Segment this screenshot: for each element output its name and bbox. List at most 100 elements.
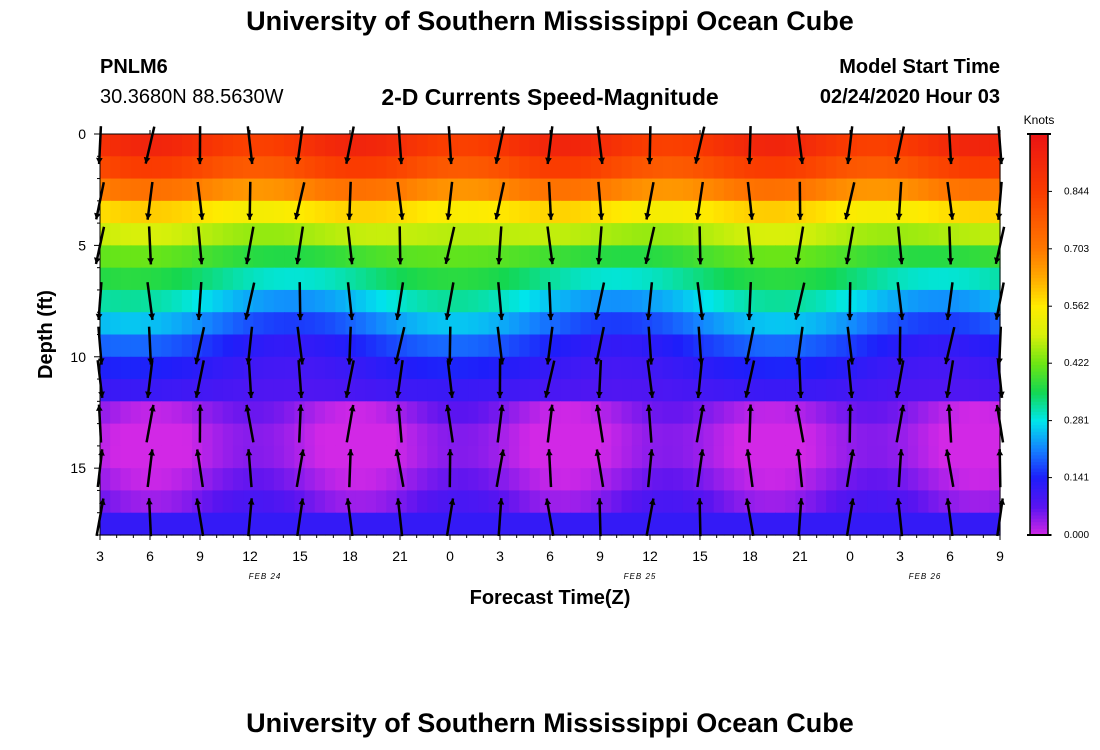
heatmap-cell xyxy=(795,445,807,469)
heatmap-cell xyxy=(386,312,398,336)
heatmap-cell xyxy=(386,512,398,536)
heatmap-cell xyxy=(918,379,930,402)
heatmap-cell xyxy=(509,356,520,380)
heatmap-cell xyxy=(621,200,633,224)
heatmap-cell xyxy=(406,445,418,469)
heatmap-cell xyxy=(284,245,295,269)
heatmap-cell xyxy=(304,156,316,180)
heatmap-cell xyxy=(989,401,1001,425)
current-arrow xyxy=(197,226,205,265)
heatmap-cell xyxy=(918,512,930,536)
colorbar-swatch xyxy=(1030,404,1048,409)
current-arrow xyxy=(446,360,455,399)
heatmap-cell xyxy=(805,200,817,224)
heatmap-cell xyxy=(529,512,541,536)
heatmap-cell xyxy=(969,445,981,469)
heatmap-cell xyxy=(171,490,183,514)
heatmap-cell xyxy=(386,134,398,157)
heatmap-cell xyxy=(181,312,193,336)
heatmap-cell xyxy=(161,134,173,157)
heatmap-cell xyxy=(703,200,715,224)
heatmap-cell xyxy=(775,312,786,336)
heatmap-cell xyxy=(938,445,950,469)
heatmap-cell xyxy=(365,356,377,380)
colorbar-swatch xyxy=(1030,134,1048,138)
heatmap-cell xyxy=(192,468,203,492)
heatmap-cell xyxy=(856,401,868,425)
heatmap-cell xyxy=(365,512,377,536)
heatmap-cell xyxy=(580,445,592,469)
heatmap-cell xyxy=(580,379,592,402)
model-start-value: 02/24/2020 Hour 03 xyxy=(819,86,1000,108)
heatmap-cell xyxy=(457,334,469,358)
current-arrow xyxy=(945,498,954,537)
heatmap-cell xyxy=(284,334,295,358)
heatmap-cell xyxy=(887,468,899,492)
heatmap-cell xyxy=(386,423,398,447)
heatmap-cell xyxy=(723,512,735,536)
heatmap-cell xyxy=(989,267,1001,291)
heatmap-cell xyxy=(815,200,827,224)
heatmap-cell xyxy=(969,401,981,425)
heatmap-cell xyxy=(294,245,306,269)
heatmap-cell xyxy=(355,178,367,202)
current-arrow xyxy=(547,282,554,321)
heatmap-cell xyxy=(754,356,766,380)
current-arrow xyxy=(147,226,154,265)
heatmap-cell xyxy=(202,356,214,380)
heatmap-cell xyxy=(365,289,377,313)
current-arrow xyxy=(694,181,705,220)
heatmap-cell xyxy=(161,356,173,380)
heatmap-cell xyxy=(212,401,224,425)
heatmap-cell xyxy=(682,289,694,313)
heatmap-cell xyxy=(621,134,633,157)
x-tick-label: 18 xyxy=(742,548,758,564)
colorbar-swatch xyxy=(1030,287,1048,292)
heatmap-cell xyxy=(703,134,715,157)
colorbar-swatch xyxy=(1030,524,1048,529)
current-arrow xyxy=(146,449,155,488)
heatmap-cell xyxy=(161,334,173,358)
heatmap-cell xyxy=(580,512,592,536)
heatmap-cell xyxy=(417,445,428,469)
heatmap-cell xyxy=(928,178,940,202)
heatmap-cell xyxy=(417,267,428,291)
heatmap-cell xyxy=(815,401,827,425)
heatmap-cell xyxy=(590,200,602,224)
heatmap-cell xyxy=(785,312,797,336)
heatmap-cell xyxy=(161,445,173,469)
heatmap-cell xyxy=(519,512,531,536)
heatmap-cell xyxy=(918,178,930,202)
heatmap-cell xyxy=(284,312,295,336)
heatmap-cell xyxy=(376,356,387,380)
heatmap-cell xyxy=(468,423,480,447)
heatmap-cell xyxy=(488,267,500,291)
heatmap-cell xyxy=(130,156,142,180)
heatmap-cell xyxy=(867,267,878,291)
heatmap-cell xyxy=(447,423,459,447)
heatmap-cell xyxy=(519,490,531,514)
heatmap-cell xyxy=(969,200,981,224)
heatmap-cell xyxy=(181,468,193,492)
heatmap-cell xyxy=(805,223,817,246)
current-arrow xyxy=(797,498,805,537)
heatmap-cell xyxy=(887,312,899,336)
heatmap-cell xyxy=(539,156,551,180)
heatmap-cell xyxy=(570,468,582,492)
heatmap-cell xyxy=(826,200,837,224)
heatmap-cell xyxy=(959,423,970,447)
heatmap-cell xyxy=(519,468,531,492)
heatmap-cell xyxy=(805,379,817,402)
heatmap-cell xyxy=(100,379,111,402)
colorbar-swatch xyxy=(1030,488,1048,493)
heatmap-cell xyxy=(498,401,510,425)
heatmap-cell xyxy=(304,512,316,536)
heatmap-cell xyxy=(100,445,111,469)
heatmap-cell xyxy=(263,356,275,380)
heatmap-cell xyxy=(723,200,735,224)
heatmap-cell xyxy=(846,156,858,180)
heatmap-cell xyxy=(846,356,858,380)
heatmap-cell xyxy=(938,156,950,180)
heatmap-cell xyxy=(478,468,490,492)
current-arrow xyxy=(595,226,603,265)
